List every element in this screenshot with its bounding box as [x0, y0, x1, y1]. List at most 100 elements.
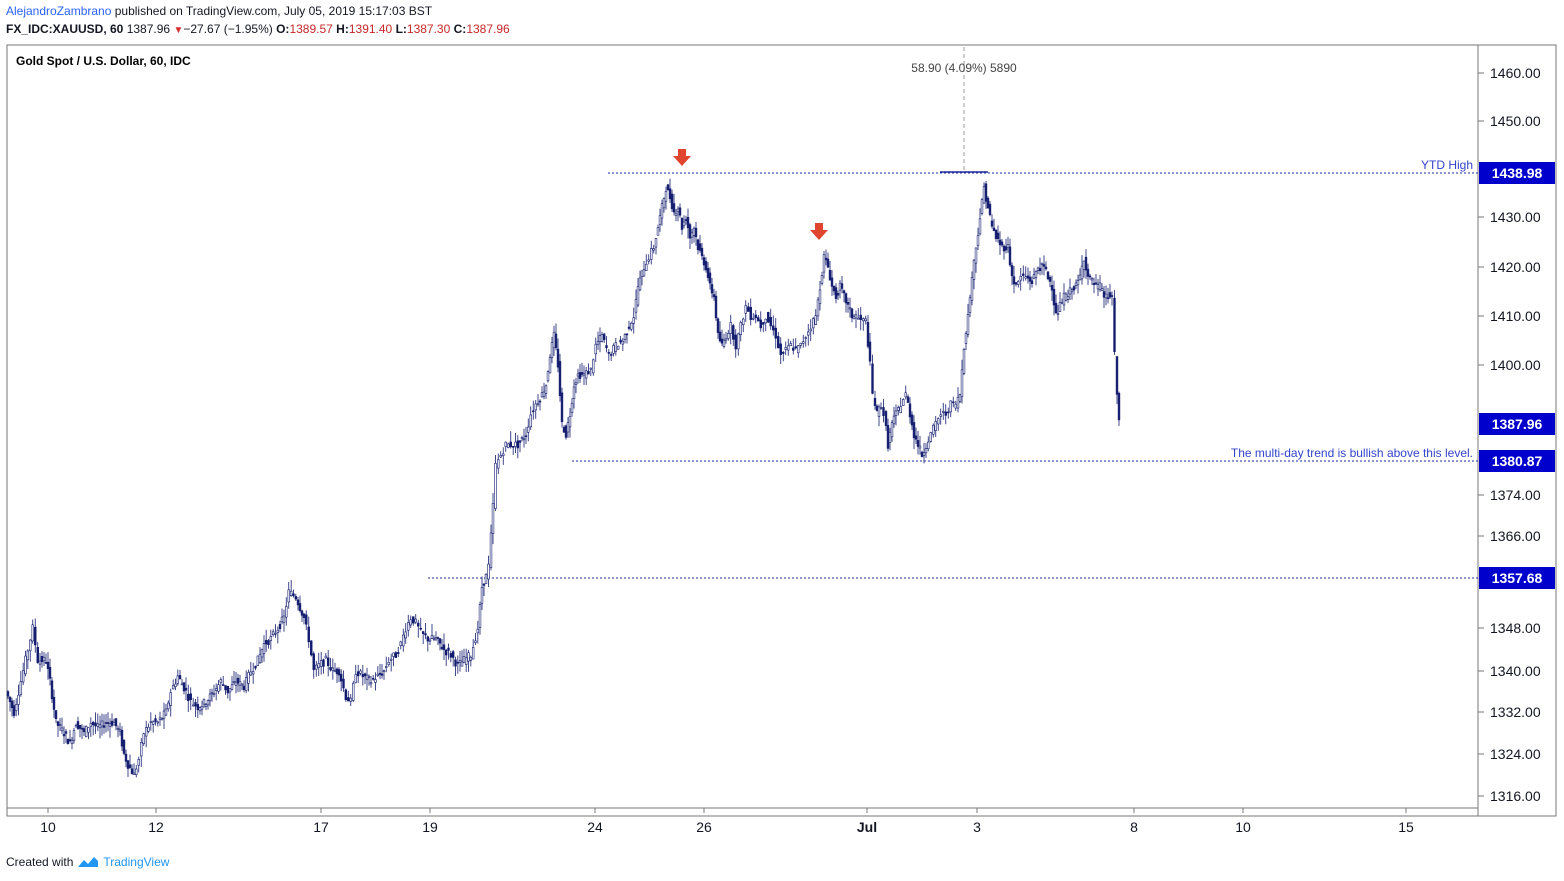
candle-body — [491, 502, 495, 534]
candle-body — [552, 331, 556, 349]
candle-body — [352, 683, 355, 701]
candle-body — [70, 739, 74, 744]
candle-body — [592, 359, 595, 374]
chart-title: Gold Spot / U.S. Dollar, 60, IDC — [16, 54, 191, 68]
candle-body — [988, 203, 992, 215]
candle-body — [700, 247, 704, 257]
candles — [6, 178, 1121, 778]
open-value: 1389.57 — [289, 22, 333, 36]
price-badge — [1479, 567, 1555, 589]
candle-body — [980, 199, 984, 214]
candle-body — [21, 670, 25, 683]
candle-body — [171, 685, 175, 690]
candle-body — [36, 646, 39, 663]
candle-body — [630, 322, 633, 330]
candle-body — [349, 697, 352, 702]
candle-body — [258, 654, 262, 663]
candle-body — [307, 626, 310, 643]
candle-body — [952, 401, 955, 404]
y-tick-label: 1450.00 — [1490, 113, 1541, 129]
candle-body — [704, 261, 708, 271]
price-badge — [1479, 162, 1555, 184]
candle-body — [779, 343, 782, 355]
candle-body — [574, 382, 578, 386]
candle-body — [560, 392, 564, 423]
x-axis[interactable]: 10 12 17 19 24 26 Jul 3 8 10 15 — [40, 808, 1414, 835]
candle-body — [296, 599, 300, 606]
candle-body — [269, 636, 273, 641]
candle-body — [666, 184, 670, 191]
candle-body — [440, 646, 444, 650]
candle-body — [1064, 293, 1068, 301]
candle-body — [326, 657, 330, 667]
candle-body — [160, 717, 164, 720]
candle-body — [799, 342, 802, 346]
candle-body — [767, 311, 770, 323]
candle-body — [542, 391, 546, 397]
candle-body — [100, 720, 104, 727]
candle-body — [769, 317, 772, 327]
candle-body — [478, 604, 482, 628]
candle-body — [1014, 282, 1018, 285]
candle-body — [986, 197, 990, 209]
candle-body — [850, 308, 854, 319]
candle-body — [702, 257, 706, 266]
candle-body — [978, 218, 982, 235]
candle-body — [232, 681, 236, 683]
candle-body — [264, 639, 268, 645]
candle-body — [884, 411, 888, 426]
candle-body — [96, 723, 100, 727]
close-label: C: — [453, 22, 467, 36]
price-badge-label: 1387.96 — [1492, 416, 1543, 432]
y-tick-label: 1366.00 — [1490, 528, 1541, 544]
candle-body — [640, 270, 644, 277]
candle-body — [502, 453, 505, 457]
candle-body — [282, 615, 286, 623]
candle-body — [449, 653, 453, 658]
candle-body — [151, 721, 155, 725]
candle-body — [866, 322, 870, 347]
candle-body — [589, 367, 593, 370]
candle-body — [1072, 286, 1076, 291]
candle-body — [249, 671, 253, 676]
candle-body — [382, 670, 386, 672]
low-value: 1387.30 — [406, 22, 451, 36]
candle-body — [206, 700, 210, 706]
candle-body — [289, 590, 293, 596]
candle-body — [228, 688, 232, 693]
candle-body — [621, 340, 625, 345]
candle-body — [484, 574, 488, 584]
candle-body — [536, 403, 540, 406]
candle-body — [419, 627, 422, 630]
candle-body — [1030, 280, 1034, 285]
candle-body — [654, 238, 658, 248]
candle-body — [114, 718, 118, 727]
candle-body — [1042, 264, 1046, 267]
candle-body — [844, 293, 848, 304]
x-tick-label: 10 — [40, 819, 56, 835]
candle-body — [752, 317, 755, 320]
candle-body — [972, 259, 976, 280]
candle-body — [1113, 297, 1116, 352]
down-triangle-icon: ▼ — [173, 25, 184, 36]
candle-body — [29, 639, 32, 652]
candle-body — [98, 724, 102, 729]
tradingview-brand[interactable]: TradingView — [103, 855, 170, 869]
candle-body — [319, 660, 323, 667]
candle-body — [128, 764, 132, 768]
candle-body — [124, 753, 128, 762]
y-axis[interactable]: 1316.00 1324.00 1332.00 1340.00 1348.00 1366.… — [1478, 65, 1541, 804]
candle-body — [359, 670, 362, 674]
candle-body — [632, 317, 635, 324]
author-link[interactable]: AlejandroZambrano — [6, 4, 112, 18]
candle-body — [645, 263, 648, 271]
candle-body — [489, 532, 493, 568]
candle-body — [784, 347, 787, 350]
candle-body — [922, 452, 926, 456]
candle-body — [1078, 274, 1082, 281]
candle-body — [208, 693, 212, 702]
candle-body — [458, 660, 462, 663]
candle-body — [712, 294, 716, 298]
candle-body — [271, 631, 275, 636]
